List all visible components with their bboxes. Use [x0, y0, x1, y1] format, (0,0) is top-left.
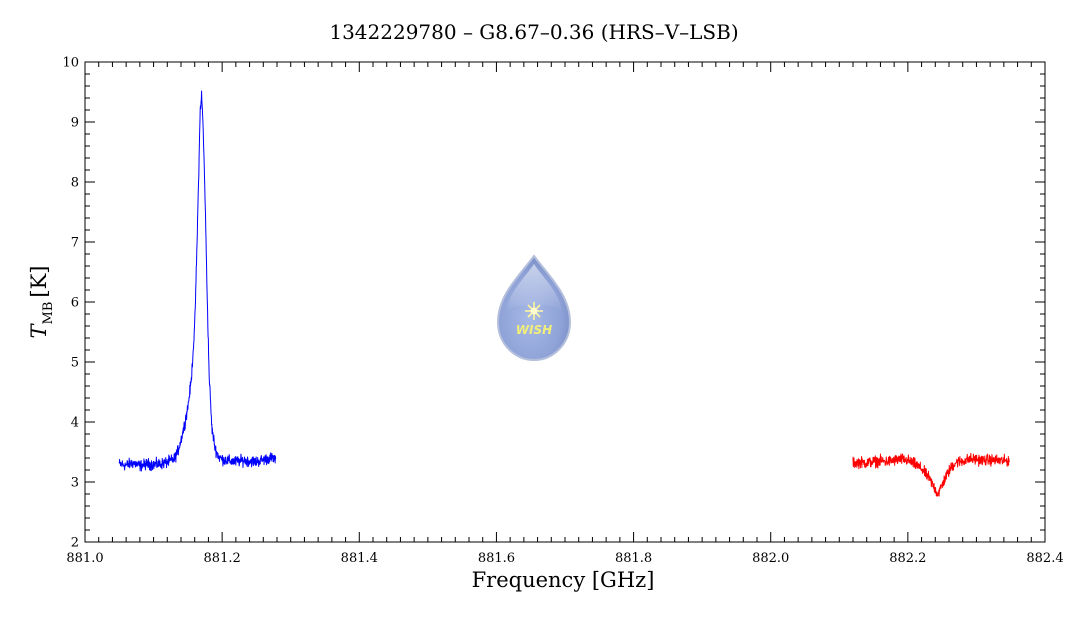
x-tick-label: 881.6 [478, 551, 515, 566]
drop-highlight [506, 264, 562, 312]
star-core [530, 307, 538, 315]
y-axis-label-symbol: T [27, 322, 51, 338]
y-tick-label: 6 [71, 296, 79, 311]
tick-labels-layer: 881.0 881.2 881.4 881.6 881.8 882.0 882.2 882.4… [62, 56, 1063, 567]
y-axis-label-subscript: MB [41, 302, 56, 325]
wish-logo-text: WISH [516, 323, 552, 337]
y-tick-label: 2 [71, 536, 79, 551]
x-tick-label: 881.2 [204, 551, 241, 566]
x-tick-label: 881.8 [615, 551, 652, 566]
y-tick-label: 8 [71, 176, 79, 191]
chart-title: 1342229780 – G8.67–0.36 (HRS–V–LSB) [329, 20, 738, 44]
wish-logo: WISH [496, 254, 572, 362]
x-tick-label: 881.0 [66, 551, 103, 566]
x-axis-label: Frequency [GHz] [472, 568, 655, 592]
spectrum-series-red [852, 452, 1010, 497]
y-axis-label-unit: [K] [27, 266, 51, 298]
plot-frame [84, 61, 1046, 543]
x-tick-label: 882.2 [889, 551, 926, 566]
y-tick-label: 3 [71, 476, 79, 491]
y-tick-label: 4 [71, 416, 79, 431]
y-axis-label: TMB [K] [27, 266, 56, 339]
x-tick-label: 881.4 [341, 551, 378, 566]
y-tick-label: 5 [71, 356, 79, 371]
y-tick-label: 7 [71, 236, 79, 251]
y-tick-label: 9 [71, 116, 79, 131]
x-tick-label: 882.0 [752, 551, 789, 566]
y-tick-label: 10 [62, 56, 79, 71]
spectrum-series-blue [118, 90, 277, 472]
x-tick-label: 882.4 [1026, 551, 1063, 566]
series-layer [118, 90, 1010, 497]
